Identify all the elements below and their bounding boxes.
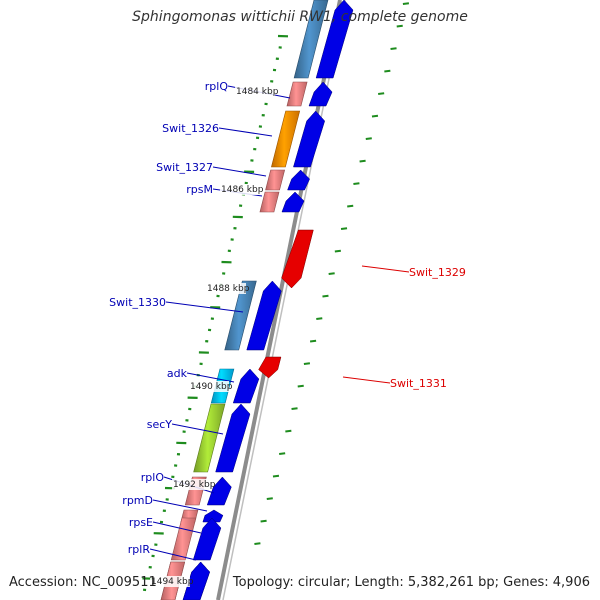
kbp-label-bg	[235, 86, 275, 97]
outer-tick	[371, 114, 379, 118]
outer-tick	[340, 227, 348, 230]
gene-leader-line	[361, 265, 410, 273]
outer-tick	[266, 497, 273, 500]
gene-cog-bar	[293, 0, 329, 79]
outer-tick	[353, 182, 360, 185]
gene-label: Swit_1331	[390, 377, 447, 390]
gene-label: secY	[147, 418, 173, 431]
gene-leader-line	[152, 499, 208, 512]
outer-tick	[328, 272, 335, 275]
outer-tick	[272, 474, 280, 478]
gene-cds-arrow	[281, 191, 305, 213]
gene-label: rpmD	[122, 494, 153, 507]
gene-label: Swit_1330	[109, 296, 166, 309]
gene-cog-bar	[259, 191, 280, 213]
outer-tick	[309, 339, 317, 343]
kbp-label-bg	[150, 576, 190, 587]
gene-leader-line	[218, 127, 273, 137]
gene-cog-bar	[271, 110, 301, 168]
gene-leader-line	[186, 372, 235, 383]
gene-cds-arrow-reverse	[281, 229, 314, 289]
gene-cds-arrow-reverse	[258, 356, 282, 379]
outer-tick	[334, 249, 341, 253]
gene-cds-arrow	[192, 517, 222, 561]
gene-leader-line	[149, 548, 197, 561]
gene-cds-arrow	[315, 0, 354, 79]
kbp-label: 1490 kbp	[190, 382, 233, 392]
outer-tick	[303, 362, 311, 365]
outer-tick	[279, 452, 286, 455]
kbp-label: 1486 kbp	[221, 185, 264, 195]
outer-tick	[285, 429, 292, 433]
outer-tick	[291, 407, 298, 410]
outer-tick	[359, 159, 366, 163]
map-title: Sphingomonas wittichii RW1, complete gen…	[132, 9, 468, 25]
outer-tick	[365, 137, 372, 140]
gene-label: Swit_1329	[409, 266, 466, 279]
outer-tick	[347, 204, 354, 208]
kbp-label: 1492 kbp	[173, 480, 216, 490]
gene-cog-bar	[170, 517, 197, 561]
gene-label: rpsE	[129, 516, 153, 529]
gene-label: rplR	[128, 543, 151, 556]
gene-cds-arrow	[293, 110, 325, 168]
gene-leader-line	[152, 521, 202, 534]
genome-summary-text: Topology: circular; Length: 5,382,261 bp…	[232, 575, 590, 590]
gene-cds-arrow	[308, 81, 333, 107]
outer-tick	[322, 294, 329, 298]
gene-leader-line	[171, 423, 224, 435]
gene-cds-arrow	[246, 280, 282, 351]
kbp-label-bg	[220, 184, 260, 195]
outer-tick	[396, 24, 403, 28]
gene-label: rplQ	[205, 80, 229, 93]
kbp-label: 1488 kbp	[207, 284, 250, 294]
kbp-label: 1494 kbp	[151, 577, 194, 587]
outer-tick	[390, 47, 397, 50]
gene-label: adk	[167, 367, 188, 380]
kbp-label-bg	[189, 381, 229, 392]
gene-cds-arrow	[232, 368, 260, 404]
outer-tick	[254, 542, 261, 545]
gene-cog-bar	[265, 169, 286, 191]
kbp-label: 1484 kbp	[236, 87, 279, 97]
outer-tick	[316, 317, 323, 320]
gene-cds-arrow	[287, 169, 310, 191]
kbp-label-bg	[206, 283, 246, 294]
gene-leader-line	[342, 376, 391, 384]
gene-cog-bar	[193, 403, 226, 473]
gene-leader-line	[165, 301, 244, 313]
gene-label: Swit_1326	[162, 122, 219, 135]
outer-tick	[260, 519, 267, 523]
gene-cog-bar	[286, 81, 308, 107]
outer-tick	[378, 92, 385, 95]
outer-tick	[297, 384, 304, 388]
outer-tick	[402, 2, 410, 5]
gene-leader-line	[212, 166, 267, 177]
gene-cds-arrow	[182, 561, 210, 600]
gene-cds-arrow	[215, 403, 251, 473]
gene-cds-arrow	[206, 476, 232, 506]
accession-text: Accession: NC_009511	[9, 575, 157, 590]
gene-label: rplO	[141, 471, 165, 484]
outer-tick	[384, 69, 391, 73]
gene-label: Swit_1327	[156, 161, 213, 174]
kbp-label-bg	[172, 479, 212, 490]
gene-cog-bar	[224, 280, 257, 351]
gene-label: rpsM	[186, 183, 213, 196]
